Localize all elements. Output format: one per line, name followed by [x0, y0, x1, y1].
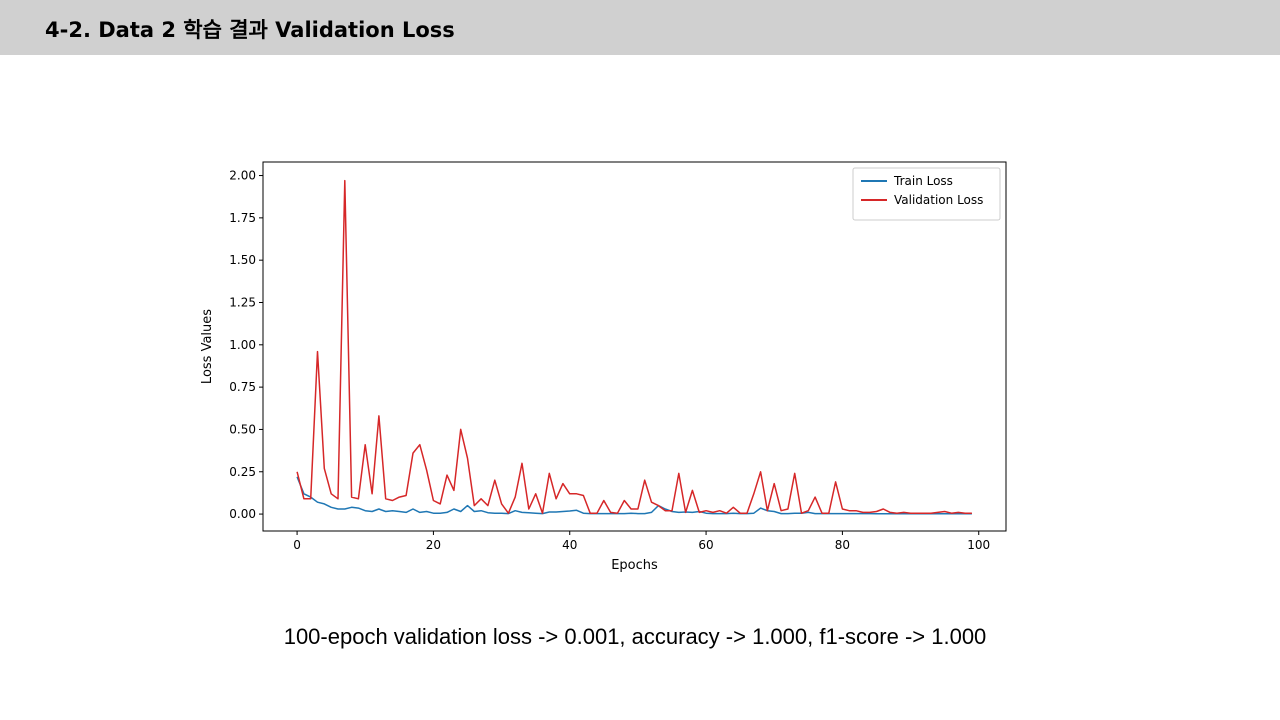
x-tick-label: 100	[967, 538, 990, 552]
results-caption: 100-epoch validation loss -> 0.001, accu…	[283, 624, 987, 649]
y-tick-label: 0.75	[229, 380, 256, 394]
series-lines	[296, 179, 972, 515]
legend-label: Train Loss	[893, 174, 953, 188]
y-tick-label: 0.50	[229, 422, 256, 436]
x-tick-label: 20	[426, 538, 441, 552]
legend: Train Loss Validation Loss	[852, 167, 1001, 221]
y-tick-label: 1.00	[229, 338, 256, 352]
plot-frame	[262, 161, 1007, 532]
y-tick-label: 1.50	[229, 253, 256, 267]
x-tick-label: 40	[562, 538, 577, 552]
legend-label: Validation Loss	[894, 193, 983, 207]
y-tick-label: 0.00	[229, 507, 256, 521]
y-tick-label: 0.25	[229, 465, 256, 479]
series-line-validation-loss	[296, 179, 972, 514]
x-axis-ticks: 0 20 40 60 80 100	[293, 531, 990, 552]
slide-title: 4-2. Data 2 학습 결과 Validation Loss	[45, 18, 455, 42]
loss-chart: 0 20 40 60 80 100 0.00 0.25 0.50 0.75 1.00 1.25 1.5…	[200, 161, 1007, 573]
y-tick-label: 1.25	[229, 295, 256, 309]
legend-box	[852, 167, 1001, 221]
x-tick-label: 0	[293, 538, 301, 552]
y-axis-label: Loss Values	[200, 309, 215, 384]
y-axis-ticks: 0.00 0.25 0.50 0.75 1.00 1.25 1.50 1.75 2.00	[229, 169, 263, 521]
slide-header-bar: 4-2. Data 2 학습 결과 Validation Loss	[0, 0, 1280, 55]
x-tick-label: 80	[835, 538, 850, 552]
x-tick-label: 60	[698, 538, 713, 552]
x-axis-label: Epochs	[611, 558, 658, 573]
series-line-train-loss	[296, 476, 972, 515]
y-tick-label: 2.00	[229, 169, 256, 183]
y-tick-label: 1.75	[229, 211, 256, 225]
